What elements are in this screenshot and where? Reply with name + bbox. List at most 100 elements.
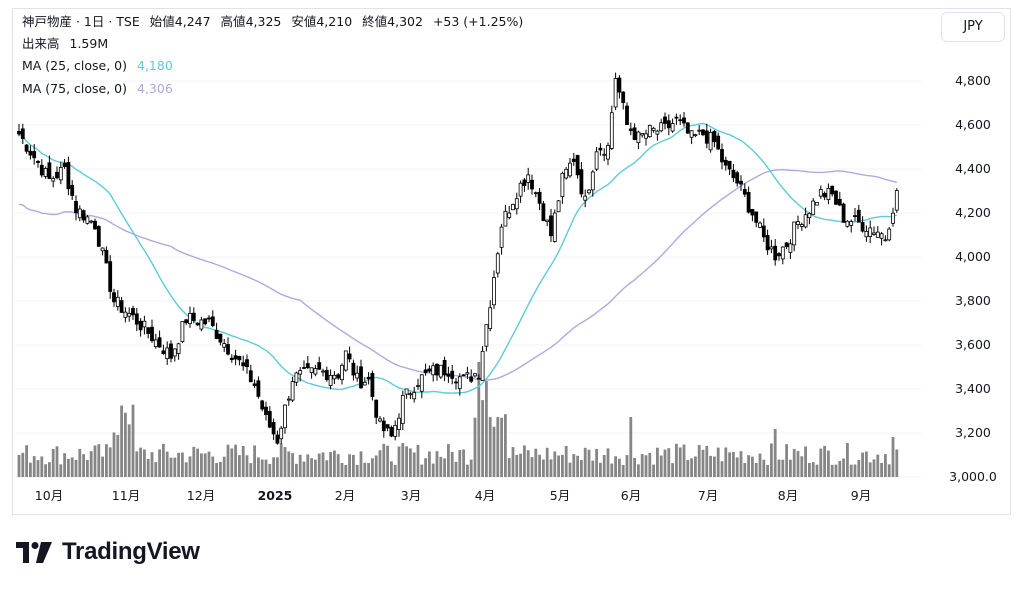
volume-bar [678, 447, 682, 477]
candle-body [96, 226, 101, 247]
candle-body [210, 316, 215, 326]
volume-bar [279, 443, 283, 477]
candle-body [651, 127, 656, 131]
candle-body [294, 372, 299, 383]
volume-bar [188, 456, 192, 477]
volume-bar [625, 455, 629, 477]
volume-bar [70, 457, 74, 477]
candle-body [887, 228, 892, 241]
candle-body [609, 112, 614, 149]
volume-bar [340, 462, 344, 477]
candle-body [663, 116, 667, 124]
candle-body [792, 221, 797, 246]
volume-bar [804, 446, 807, 477]
volume-bar [526, 450, 530, 477]
volume-bar [815, 464, 819, 477]
ma25-legend: MA (25, close, 0) 4,180 [22, 56, 179, 76]
candle-body [431, 365, 436, 376]
candle-body [625, 105, 629, 125]
candle-body [207, 317, 211, 320]
candle-body [115, 296, 120, 307]
candle-body [226, 344, 230, 355]
volume-bar [253, 445, 256, 477]
volume-bar [67, 458, 70, 477]
candle-body [750, 208, 755, 216]
volume-bar [751, 456, 754, 477]
volume-bar [747, 455, 750, 477]
volume-bar [450, 451, 454, 477]
candle-body [138, 320, 143, 331]
candle-body [188, 313, 192, 324]
volume-bar [302, 461, 306, 477]
volume-bar [173, 457, 177, 477]
volume-bar [135, 451, 139, 477]
candle-body [655, 130, 660, 135]
volume-bar [553, 451, 557, 477]
volume-bar [644, 455, 648, 477]
candle-body [845, 220, 850, 227]
volume-bar [808, 462, 811, 477]
candle-body [416, 385, 420, 387]
volume-bar [610, 463, 614, 477]
x-tick-label: 9月 [851, 488, 871, 503]
volume-bar [511, 447, 515, 477]
candle-body [712, 130, 717, 143]
candle-body [708, 131, 713, 151]
candle-body [119, 300, 124, 313]
volume-bar [861, 452, 864, 477]
candle-body [742, 189, 747, 195]
candle-body [47, 162, 52, 180]
candle-body [872, 232, 876, 235]
candle-body [613, 78, 618, 108]
candle-body [267, 411, 272, 428]
x-tick-label: 5月 [550, 488, 570, 503]
x-tick-label: 7月 [698, 488, 718, 503]
candle-body [321, 370, 325, 373]
volume-bar [640, 454, 644, 477]
candle-body [796, 221, 800, 225]
volume-bar [595, 448, 598, 477]
volume-bar [105, 444, 108, 477]
tradingview-logo[interactable]: TradingView [14, 538, 200, 566]
candle-body [849, 221, 854, 226]
candle-body [39, 164, 44, 176]
candle-body [51, 178, 56, 182]
candle-body [362, 381, 367, 386]
volume-bar [226, 444, 230, 477]
volume-bar [40, 456, 44, 477]
volume-bar [705, 445, 709, 477]
price-chart[interactable]: 4,800 4,600 4,400 4,200 4,000 3,800 3,600 3,400… [13, 9, 1010, 514]
volume-bar [777, 459, 781, 477]
candle-body [617, 77, 622, 93]
candle-body [203, 318, 208, 325]
candle-body [157, 337, 162, 348]
volume-bar [295, 463, 298, 477]
candle-body [469, 376, 474, 382]
volume-bar [462, 449, 465, 477]
volume-bar [754, 463, 758, 477]
volume-bar [89, 451, 93, 477]
candle-body [309, 367, 314, 374]
volume-bar [120, 405, 123, 477]
volume-bar [868, 462, 872, 477]
x-tick-label: 6月 [621, 488, 641, 503]
volume-bar [181, 452, 184, 477]
volume-bar [435, 451, 439, 477]
currency-button[interactable]: JPY [941, 12, 1005, 42]
candle-body [233, 355, 238, 360]
volume-bar [409, 448, 412, 477]
candle-body [834, 190, 838, 205]
y-tick-label: 4,800 [955, 73, 991, 88]
volume-bar [576, 455, 579, 477]
volume-bar [424, 458, 427, 477]
candle-body [571, 158, 576, 162]
candle-body [731, 169, 736, 179]
volume-bar [485, 380, 488, 477]
candle-body [777, 253, 781, 257]
volume-bar [519, 453, 522, 477]
candle-body [305, 363, 310, 369]
chart-frame[interactable]: 4,800 4,600 4,400 4,200 4,000 3,800 3,600 3,400… [12, 8, 1011, 515]
candle-body [693, 134, 698, 137]
volume-bar [306, 454, 310, 477]
candle-body [340, 364, 344, 381]
